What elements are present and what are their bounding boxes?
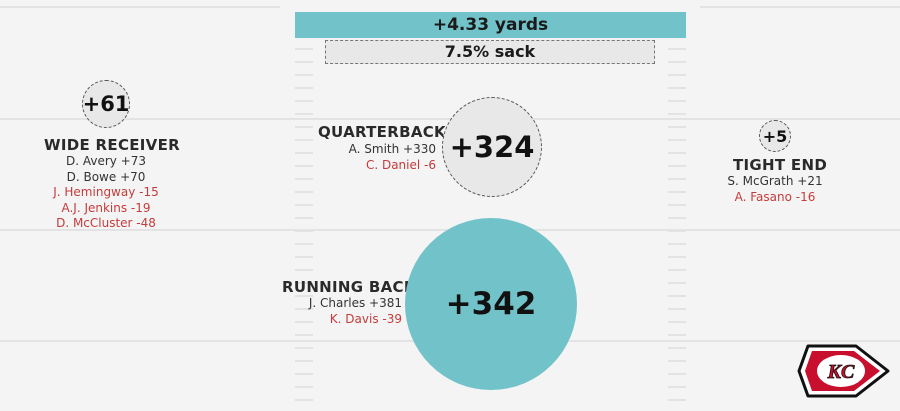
- player-stat: D. Bowe +70: [66, 169, 146, 184]
- hash-mark: [668, 373, 686, 375]
- hash-mark: [295, 373, 313, 375]
- hash-mark: [668, 87, 686, 89]
- hash-mark: [295, 243, 313, 245]
- running-back-total: +342: [445, 286, 537, 322]
- hash-mark: [295, 334, 313, 336]
- hash-mark: [668, 334, 686, 336]
- hash-mark: [668, 347, 686, 349]
- hash-mark: [668, 113, 686, 115]
- kansas-city-chiefs-logo-icon: KC: [797, 344, 890, 398]
- wide-receiver-player-list: D. Avery +73 D. Bowe +70 J. Hemingway -15 A…: [40, 154, 172, 232]
- hash-mark: [295, 87, 313, 89]
- hash-mark: [295, 126, 313, 128]
- hash-mark: [668, 48, 686, 50]
- hash-mark: [668, 217, 686, 219]
- hash-mark: [668, 230, 686, 232]
- hash-mark: [295, 386, 313, 388]
- hash-mark: [668, 178, 686, 180]
- tight-end-player-list: S. McGrath +21 A. Fasano -16: [715, 174, 835, 205]
- wide-receiver-bubble: +61: [82, 80, 130, 128]
- hash-mark: [668, 308, 686, 310]
- hash-mark: [295, 308, 313, 310]
- hash-mark: [295, 399, 313, 401]
- hash-mark: [295, 217, 313, 219]
- quarterback-player-list: A. Smith +330 C. Daniel -6: [305, 142, 436, 173]
- hash-mark: [295, 48, 313, 50]
- logo-text: KC: [827, 361, 855, 383]
- hash-mark: [668, 204, 686, 206]
- hash-mark: [668, 295, 686, 297]
- hash-mark: [668, 282, 686, 284]
- hash-mark: [668, 126, 686, 128]
- player-stat: D. Avery +73: [65, 154, 147, 168]
- hash-mark: [295, 139, 313, 141]
- hash-mark: [295, 321, 313, 323]
- hash-mark: [295, 230, 313, 232]
- hash-mark: [295, 269, 313, 271]
- player-stat: S. McGrath +21: [727, 174, 823, 188]
- hash-mark: [295, 113, 313, 115]
- hash-mark: [295, 61, 313, 63]
- hash-mark: [668, 61, 686, 63]
- hash-mark: [295, 347, 313, 349]
- yard-line: [700, 6, 900, 8]
- hash-mark: [295, 360, 313, 362]
- player-stat: A. Fasano -16: [734, 189, 816, 204]
- quarterback-total: +324: [449, 130, 535, 164]
- running-back-title: RUNNING BACK: [282, 278, 416, 296]
- hash-mark: [295, 165, 313, 167]
- quarterback-title: QUARTERBACK: [318, 123, 446, 141]
- hash-mark: [668, 165, 686, 167]
- player-stat: C. Daniel -6: [365, 157, 436, 172]
- running-back-player-list: J. Charles +381 K. Davis -39: [280, 296, 402, 327]
- hash-mark: [668, 152, 686, 154]
- tight-end-title: TIGHT END: [733, 156, 828, 174]
- sack-rate-bar: 7.5% sack: [325, 40, 655, 64]
- quarterback-bubble: +324: [442, 97, 542, 197]
- hash-mark: [295, 295, 313, 297]
- player-stat: J. Hemingway -15: [53, 185, 159, 199]
- player-stat: A.J. Jenkins -19: [61, 200, 151, 215]
- hash-mark: [668, 269, 686, 271]
- hash-mark: [295, 178, 313, 180]
- tight-end-bubble: +5: [759, 120, 791, 152]
- hash-mark: [668, 191, 686, 193]
- player-stat: K. Davis -39: [329, 311, 402, 326]
- player-stat: D. McCluster -48: [56, 216, 156, 230]
- tight-end-total: +5: [762, 126, 788, 146]
- hash-mark: [668, 360, 686, 362]
- hash-mark: [668, 100, 686, 102]
- yards-per-play-bar: +4.33 yards: [295, 12, 686, 38]
- hash-mark: [295, 74, 313, 76]
- hash-mark: [668, 243, 686, 245]
- player-stat: J. Charles +381: [308, 296, 402, 310]
- hash-mark: [668, 139, 686, 141]
- hash-mark: [668, 399, 686, 401]
- yard-line: [0, 6, 280, 8]
- hash-mark: [295, 152, 313, 154]
- player-stat: A. Smith +330: [348, 142, 436, 156]
- hash-mark: [295, 191, 313, 193]
- hash-mark: [295, 282, 313, 284]
- hash-mark: [668, 256, 686, 258]
- hash-mark: [668, 74, 686, 76]
- hash-mark: [295, 256, 313, 258]
- wide-receiver-total: +61: [82, 92, 130, 116]
- running-back-bubble: +342: [405, 218, 577, 390]
- hash-mark: [295, 204, 313, 206]
- hash-mark: [668, 321, 686, 323]
- wide-receiver-title: WIDE RECEIVER: [44, 136, 180, 154]
- hash-mark: [295, 100, 313, 102]
- hash-mark: [668, 386, 686, 388]
